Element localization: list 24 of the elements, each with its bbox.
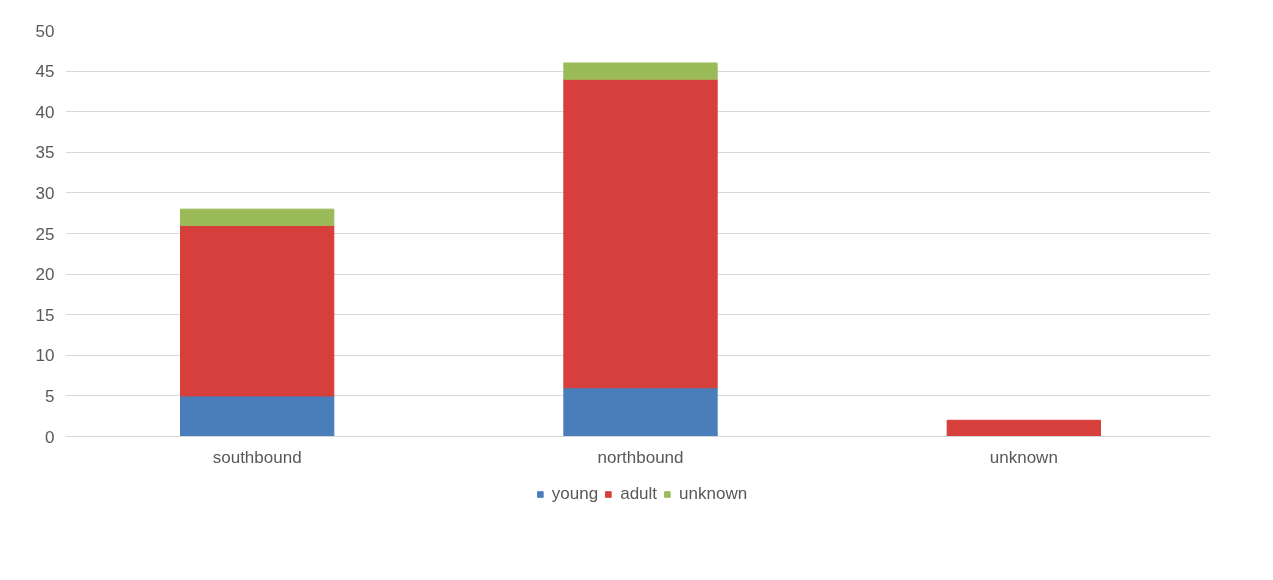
y-tick-label: 45 <box>35 62 55 82</box>
bar <box>180 208 335 226</box>
bar <box>946 419 1101 437</box>
y-tick-label: 25 <box>35 224 55 244</box>
y-tick-label: 50 <box>35 21 55 41</box>
y-tick-label: 35 <box>35 143 55 163</box>
bar <box>563 78 718 389</box>
y-tick-label: 20 <box>35 265 55 285</box>
bar <box>563 62 718 80</box>
bar <box>563 387 718 437</box>
y-tick-label: 40 <box>35 102 55 122</box>
x-tick-label: northbound <box>597 447 684 467</box>
legend-label: young <box>551 484 599 504</box>
y-tick-label: 0 <box>45 427 55 447</box>
bar <box>180 224 335 397</box>
y-tick-label: 30 <box>35 183 55 203</box>
y-tick-label: 10 <box>35 346 55 366</box>
y-tick-label: 5 <box>45 386 55 406</box>
x-tick-label: unknown <box>989 447 1058 467</box>
x-tick-label: southbound <box>212 447 302 467</box>
legend-label: unknown <box>679 484 748 504</box>
bar <box>180 395 335 437</box>
y-tick-label: 15 <box>35 305 55 325</box>
legend-label: adult <box>620 484 658 504</box>
